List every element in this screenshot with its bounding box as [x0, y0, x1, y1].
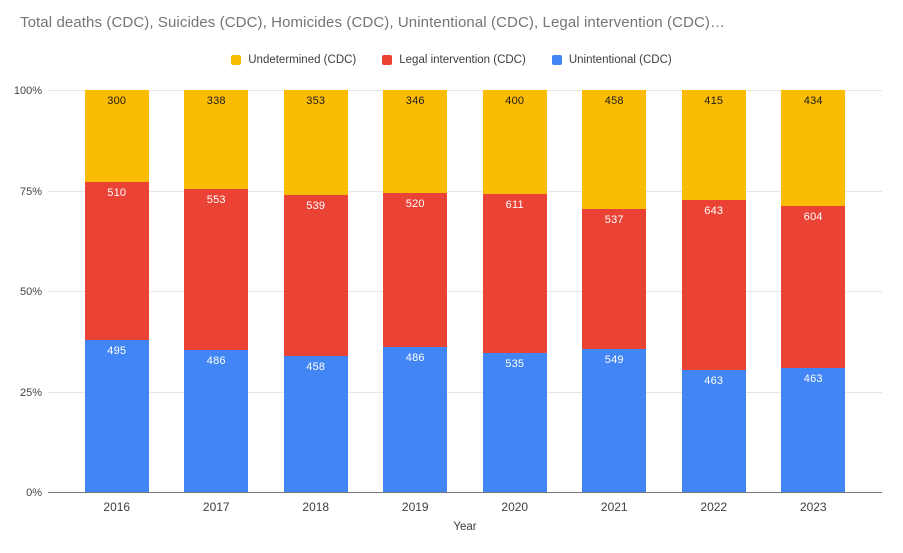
bar-column: 338 553 486 2017: [167, 90, 267, 514]
bar-stack: 353 539 458: [283, 90, 348, 492]
x-tick-label: 2016: [103, 500, 131, 514]
x-axis-line: 0%: [26, 487, 882, 499]
bar-segment[interactable]: 643: [681, 199, 746, 370]
bar-segment[interactable]: 415: [681, 90, 746, 200]
chart-title: Total deaths (CDC), Suicides (CDC), Homi…: [20, 14, 726, 31]
bar-value-label: 486: [405, 352, 425, 365]
x-tick-label: 2022: [700, 500, 728, 514]
x-tick-label: 2018: [302, 500, 330, 514]
y-tick-label: 50%: [19, 286, 42, 298]
bar-value-label: 539: [306, 200, 326, 213]
legend-label: Unintentional (CDC): [568, 54, 672, 66]
bar-stack: 346 520 486: [383, 90, 448, 492]
gridline: 75%: [20, 186, 882, 198]
bar-value-label: 434: [803, 95, 823, 107]
legend-label: Legal intervention (CDC): [399, 54, 526, 66]
bar-value-label: 463: [803, 372, 823, 385]
y-tick-label: 0%: [26, 487, 42, 499]
x-tick-label: 2023: [799, 500, 827, 514]
bar-column: 415 643 463 2022: [664, 90, 764, 514]
legend-item[interactable]: Undetermined (CDC): [231, 54, 356, 66]
x-tick-label: 2017: [202, 500, 230, 514]
bar-segment[interactable]: 611: [482, 194, 547, 353]
bar-column: 300 510 495 2016: [67, 90, 167, 514]
bar-segment[interactable]: 535: [482, 352, 547, 492]
gridline: 50%: [20, 286, 882, 298]
x-tick-label: 2021: [600, 500, 628, 514]
bar-value-label: 495: [107, 344, 127, 357]
bar-segment[interactable]: 510: [84, 182, 149, 340]
bar-segment[interactable]: 458: [283, 355, 348, 492]
bar-value-label: 338: [206, 95, 226, 107]
gridline: 100%: [14, 85, 882, 97]
bar-segment[interactable]: 346: [383, 90, 448, 193]
bar-stack: 300 510 495: [84, 90, 149, 492]
legend: Undetermined (CDC) Legal intervention (CD…: [0, 54, 903, 66]
bar-value-label: 300: [107, 95, 127, 107]
bar-segment[interactable]: 463: [681, 369, 746, 492]
bar-value-label: 510: [107, 187, 127, 200]
bar-value-label: 463: [704, 374, 724, 387]
bar-segment[interactable]: 353: [283, 90, 348, 196]
bar-segment[interactable]: 463: [781, 367, 846, 492]
bar-segment[interactable]: 604: [781, 206, 846, 368]
bar-stack: 458 537 549: [582, 90, 647, 492]
bar-value-label: 520: [405, 197, 425, 210]
bar-value-label: 535: [505, 357, 525, 370]
plot-area: 300 510 495 2016 338 553 486 2017 353 539 458 2018 3…: [14, 85, 882, 514]
bar-column: 434 604 463 2023: [764, 90, 864, 514]
bar-stack: 434 604 463: [781, 90, 846, 492]
bar-value-label: 611: [505, 199, 524, 211]
bar-segment[interactable]: 486: [383, 347, 448, 492]
legend-swatch-icon: [231, 55, 242, 65]
bar-value-label: 537: [604, 214, 624, 227]
bar-value-label: 415: [704, 95, 724, 107]
legend-swatch-icon: [551, 55, 562, 65]
bar-segment[interactable]: 486: [184, 350, 249, 492]
x-tick-label: 2020: [501, 500, 529, 514]
bar-stack: 400 611 535: [482, 90, 547, 492]
bar-column: 400 611 535 2020: [465, 90, 565, 514]
legend-item[interactable]: Unintentional (CDC): [551, 54, 672, 66]
bar-value-label: 553: [206, 193, 226, 206]
bar-value-label: 549: [604, 354, 624, 367]
bar-segment[interactable]: 549: [582, 349, 647, 492]
bar-segment[interactable]: 520: [383, 192, 448, 348]
bar-value-label: 458: [306, 360, 326, 373]
y-tick-label: 75%: [19, 185, 42, 198]
bar-segment[interactable]: 539: [283, 195, 348, 356]
bar-segment[interactable]: 400: [482, 90, 547, 194]
bar-segment[interactable]: 495: [84, 339, 149, 492]
y-tick-label: 25%: [19, 386, 42, 399]
legend-label: Undetermined (CDC): [248, 54, 357, 66]
bar-value-label: 604: [803, 211, 823, 224]
bar-column: 346 520 486 2019: [366, 90, 466, 514]
bar-segment[interactable]: 434: [781, 90, 846, 207]
bar-segment[interactable]: 458: [582, 90, 647, 210]
bar-column: 458 537 549 2021: [565, 90, 665, 514]
x-tick-label: 2019: [401, 500, 429, 514]
bar-segment[interactable]: 537: [582, 209, 647, 350]
bar-stack: 338 553 486: [184, 90, 249, 492]
bar-stack: 415 643 463: [681, 90, 746, 492]
bar-column: 353 539 458 2018: [266, 90, 366, 514]
bar-value-label: 486: [206, 355, 226, 368]
gridline: 25%: [20, 387, 882, 399]
bar-value-label: 346: [405, 95, 425, 107]
legend-item[interactable]: Legal intervention (CDC): [382, 54, 526, 66]
bar-value-label: 643: [704, 204, 724, 217]
y-tick-label: 100%: [13, 85, 42, 97]
bars-container: 300 510 495 2016 338 553 486 2017 353 539 458 2018 3…: [67, 90, 864, 514]
bar-value-label: 353: [306, 95, 326, 107]
bar-value-label: 400: [505, 95, 525, 107]
bar-segment[interactable]: 553: [184, 188, 249, 351]
bar-segment[interactable]: 338: [184, 90, 249, 189]
legend-swatch-icon: [382, 55, 393, 65]
x-axis-title: Year: [453, 521, 477, 533]
bar-segment[interactable]: 300: [84, 90, 149, 183]
bar-value-label: 458: [604, 95, 624, 107]
